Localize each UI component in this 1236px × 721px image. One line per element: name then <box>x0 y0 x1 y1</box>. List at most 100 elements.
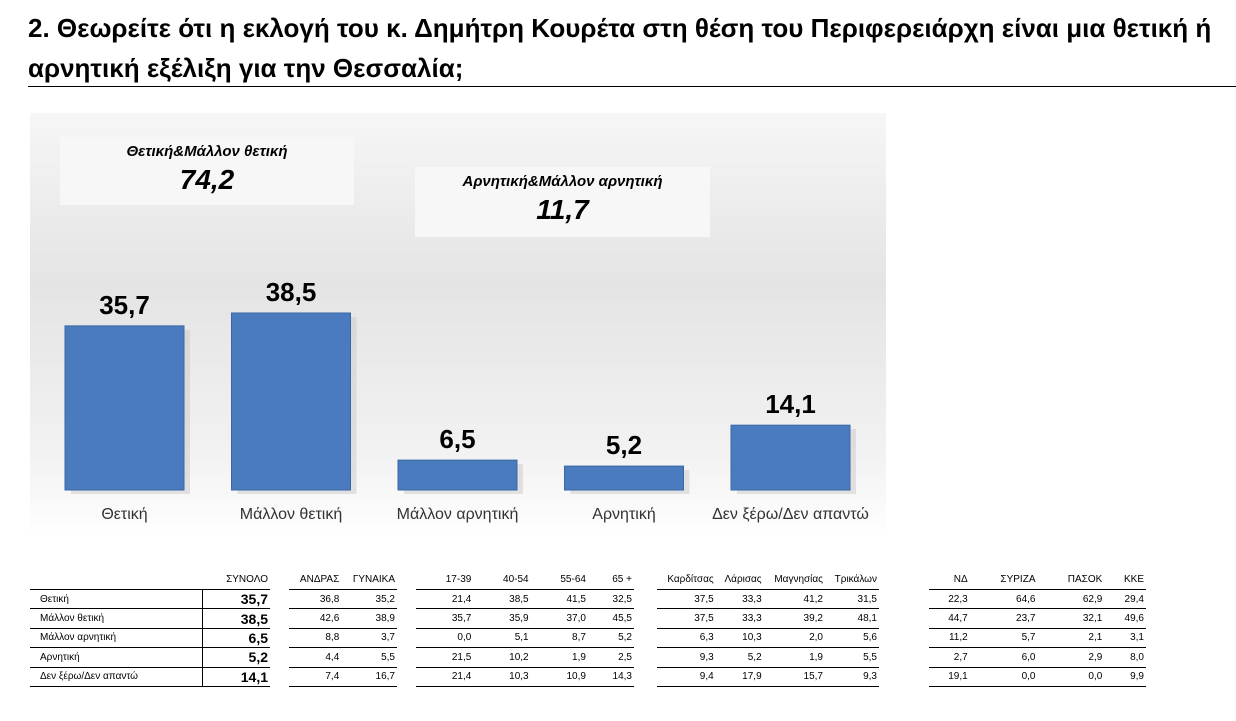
table-row: 21,5 10,2 1,9 2,5 <box>416 647 634 668</box>
callout-negative: Αρνητική&Μάλλον αρνητική 11,7 <box>415 167 710 237</box>
table-cell: 2,1 <box>1037 628 1105 649</box>
table-cell: 37,0 <box>530 608 588 629</box>
crosstab: ΣΥΝΟΛΟ Θετική 35,7 Μάλλον θετική 38,5 Μάλλον … <box>0 570 1236 720</box>
table-cell: 17,9 <box>715 667 764 687</box>
table-cell: 35,7 <box>416 608 474 629</box>
table-row: 9,3 5,2 1,9 5,5 <box>657 647 879 668</box>
column-header: Μαγνησίας <box>763 570 825 590</box>
table-row: 35,7 35,9 37,0 45,5 <box>416 608 634 629</box>
table-row: 9,4 17,9 15,7 9,3 <box>657 667 879 687</box>
table-row: Μάλλον αρνητική 6,5 <box>30 628 270 649</box>
table-cell: 2,9 <box>1037 647 1105 668</box>
table-cell: 5,2 <box>587 628 634 649</box>
table-cell: 42,6 <box>289 608 342 629</box>
table-cell: 6,5 <box>201 628 270 649</box>
column-header: Λάρισας <box>715 570 764 590</box>
table-row: 7,4 16,7 <box>289 667 397 687</box>
table-cell: 2,7 <box>929 647 970 668</box>
category-label: Μάλλον θετική <box>240 506 342 523</box>
callout-positive-value: 74,2 <box>179 164 235 195</box>
table-cell: 16,7 <box>341 667 397 687</box>
bar <box>730 424 851 491</box>
table-cell: 35,7 <box>201 589 270 610</box>
crosstab-group: ΝΔ ΣΥΡΙΖΑ ΠΑΣΟΚ ΚΚΕ 22,3 64,6 62,9 29,4 44,7 23,7… <box>929 570 1146 687</box>
table-cell: 38,9 <box>341 608 397 629</box>
table-cell: 3,7 <box>341 628 397 649</box>
table-row: 21,4 38,5 41,5 32,5 <box>416 589 634 610</box>
table-row: Δεν ξέρω/Δεν απαντώ 14,1 <box>30 667 270 687</box>
table-cell: 33,3 <box>715 589 764 610</box>
table-cell: 10,2 <box>473 647 531 668</box>
table-cell: 8,8 <box>289 628 342 649</box>
page-title: 2. Θεωρείτε ότι η εκλογή του κ. Δημήτρη … <box>28 13 1212 83</box>
column-header: Καρδίτσας <box>657 570 716 590</box>
table-cell: 5,2 <box>201 647 270 668</box>
crosstab-group: Καρδίτσας Λάρισας Μαγνησίας Τρικάλων 37,5 33,… <box>657 570 879 687</box>
table-cell: 2,5 <box>587 647 634 668</box>
header-cell <box>30 570 202 590</box>
table-cell: 22,3 <box>929 589 970 610</box>
category-label: Θετική <box>101 506 147 523</box>
bar <box>231 312 351 491</box>
column-header: ΠΑΣΟΚ <box>1037 570 1105 590</box>
bar-value-label: 35,7 <box>99 290 150 320</box>
bar-value-label: 38,5 <box>266 277 317 307</box>
table-cell: 9,4 <box>657 667 716 687</box>
table-cell: 48,1 <box>825 608 879 629</box>
table-cell: 5,1 <box>473 628 531 649</box>
table-cell: 6,0 <box>969 647 1038 668</box>
crosstab-group: 17-39 40-54 55-64 65 +21,4 38,5 41,5 32,5 35,7 3… <box>416 570 634 687</box>
table-cell: 5,5 <box>825 647 879 668</box>
table-cell: 36,8 <box>289 589 342 610</box>
table-cell: 9,9 <box>1104 667 1146 687</box>
table-row: 8,8 3,7 <box>289 628 397 649</box>
bar-chart: 35,7 Θετική 38,5 Μάλλον θετική 6,5 Μάλλον αρν… <box>64 277 869 523</box>
table-cell: 6,3 <box>657 628 716 649</box>
table-row: 0,0 5,1 8,7 5,2 <box>416 628 634 649</box>
bar-value-label: 14,1 <box>765 389 816 419</box>
table-cell: 49,6 <box>1104 608 1146 629</box>
table-cell: 9,3 <box>657 647 716 668</box>
row-label: Μάλλον αρνητική <box>30 628 202 649</box>
table-cell: 41,5 <box>530 589 588 610</box>
column-header: ΚΚΕ <box>1104 570 1146 590</box>
table-cell: 37,5 <box>657 589 716 610</box>
table-cell: 62,9 <box>1037 589 1105 610</box>
table-cell: 23,7 <box>969 608 1038 629</box>
table-cell: 0,0 <box>416 628 474 649</box>
table-cell: 38,5 <box>201 608 270 629</box>
table-cell: 5,6 <box>825 628 879 649</box>
table-cell: 37,5 <box>657 608 716 629</box>
column-header: ΝΔ <box>929 570 970 590</box>
table-cell: 64,6 <box>969 589 1038 610</box>
table-cell: 7,4 <box>289 667 342 687</box>
category-label: Μάλλον αρνητική <box>397 506 519 523</box>
table-row: 37,5 33,3 39,2 48,1 <box>657 608 879 629</box>
column-header: ΣΥΡΙΖΑ <box>969 570 1038 590</box>
table-row: 11,2 5,7 2,1 3,1 <box>929 628 1146 649</box>
table-cell: 35,9 <box>473 608 531 629</box>
table-row: Μάλλον θετική 38,5 <box>30 608 270 629</box>
table-cell: 2,0 <box>763 628 825 649</box>
table-row: 22,3 64,6 62,9 29,4 <box>929 589 1146 610</box>
table-cell: 44,7 <box>929 608 970 629</box>
column-header: ΓΥΝΑΙΚΑ <box>341 570 397 590</box>
callout-negative-value: 11,7 <box>536 194 589 225</box>
callout-positive: Θετική&Μάλλον θετική 74,2 <box>60 137 354 205</box>
column-header: 40-54 <box>473 570 531 590</box>
table-cell: 32,1 <box>1037 608 1105 629</box>
table-cell: 38,5 <box>473 589 531 610</box>
table-cell: 35,2 <box>341 589 397 610</box>
row-label: Μάλλον θετική <box>30 608 202 629</box>
table-cell: 14,3 <box>587 667 634 687</box>
table-cell: 10,3 <box>715 628 764 649</box>
table-row: 37,5 33,3 41,2 31,5 <box>657 589 879 610</box>
chart-area: 35,7 Θετική 38,5 Μάλλον θετική 6,5 Μάλλον αρν… <box>30 113 886 540</box>
table-row: 6,3 10,3 2,0 5,6 <box>657 628 879 649</box>
table-cell: 45,5 <box>587 608 634 629</box>
table-cell: 21,4 <box>416 589 474 610</box>
table-row: 2,7 6,0 2,9 8,0 <box>929 647 1146 668</box>
column-header: 65 + <box>587 570 634 590</box>
table-cell: 15,7 <box>763 667 825 687</box>
table-cell: 0,0 <box>1037 667 1105 687</box>
